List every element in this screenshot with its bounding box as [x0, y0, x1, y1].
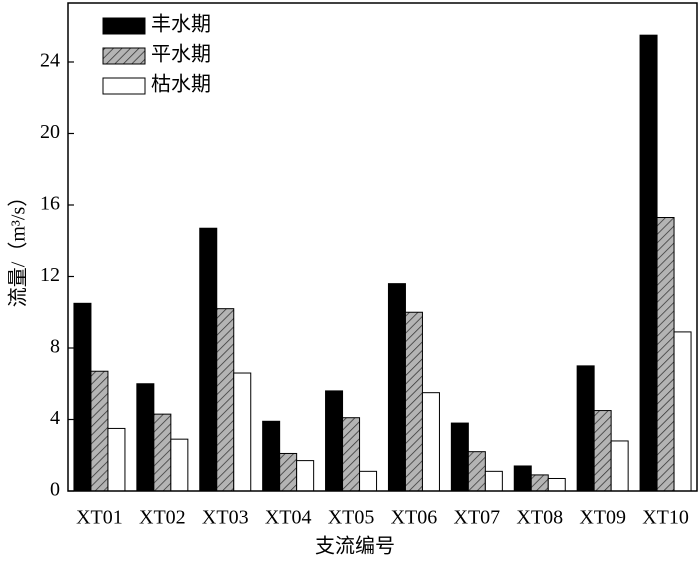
y-tick-label: 8: [50, 336, 60, 358]
y-tick-label: 0: [50, 479, 60, 501]
bar: [656, 217, 675, 492]
x-tick-label: XT04: [265, 507, 312, 529]
bar: [387, 283, 406, 492]
bar: [467, 451, 486, 492]
bar: [216, 308, 235, 492]
bar: [296, 460, 315, 492]
legend-swatch: [102, 77, 146, 95]
bar: [513, 465, 532, 492]
bar: [136, 383, 155, 492]
bar: [593, 410, 612, 492]
y-tick-label: 24: [40, 50, 60, 72]
y-tick-label: 12: [40, 264, 60, 286]
plot-frame: [67, 2, 698, 492]
bar: [404, 311, 423, 492]
legend-label: 平水期: [151, 43, 211, 66]
x-tick-label: XT10: [642, 507, 689, 529]
bar: [530, 474, 549, 492]
x-tick-label: XT06: [391, 507, 438, 529]
bar: [199, 227, 218, 492]
legend-label: 丰水期: [151, 13, 211, 36]
bar: [673, 331, 692, 492]
legend-label: 枯水期: [151, 73, 211, 96]
bar: [359, 470, 378, 492]
y-tick-label: 16: [40, 193, 60, 215]
bar: [73, 302, 92, 492]
y-axis-label: 流量/（m³/s）: [7, 187, 30, 307]
x-tick-label: XT05: [328, 507, 375, 529]
bar: [90, 370, 109, 492]
legend-swatch: [102, 17, 146, 35]
bar: [547, 477, 566, 492]
x-axis-label: 支流编号: [315, 535, 395, 558]
x-tick-label: XT08: [516, 507, 563, 529]
x-tick-label: XT07: [454, 507, 501, 529]
bar: [170, 438, 189, 492]
bar: [342, 417, 361, 492]
bar: [639, 34, 658, 492]
bar: [576, 365, 595, 492]
x-tick-label: XT02: [139, 507, 186, 529]
x-tick-label: XT09: [579, 507, 626, 529]
bar: [233, 372, 252, 492]
bar: [153, 413, 172, 492]
x-tick-label: XT03: [202, 507, 249, 529]
bar: [279, 452, 298, 492]
y-tick-label: 4: [50, 407, 60, 429]
bar: [421, 392, 440, 492]
bar: [107, 427, 126, 492]
bar: [484, 470, 503, 492]
x-tick-label: XT01: [76, 507, 123, 529]
legend-swatch: [102, 47, 146, 65]
bar: [610, 440, 629, 492]
bar: [325, 390, 344, 492]
y-tick-label: 20: [40, 121, 60, 143]
bar: [450, 422, 469, 492]
bar: [262, 420, 281, 492]
